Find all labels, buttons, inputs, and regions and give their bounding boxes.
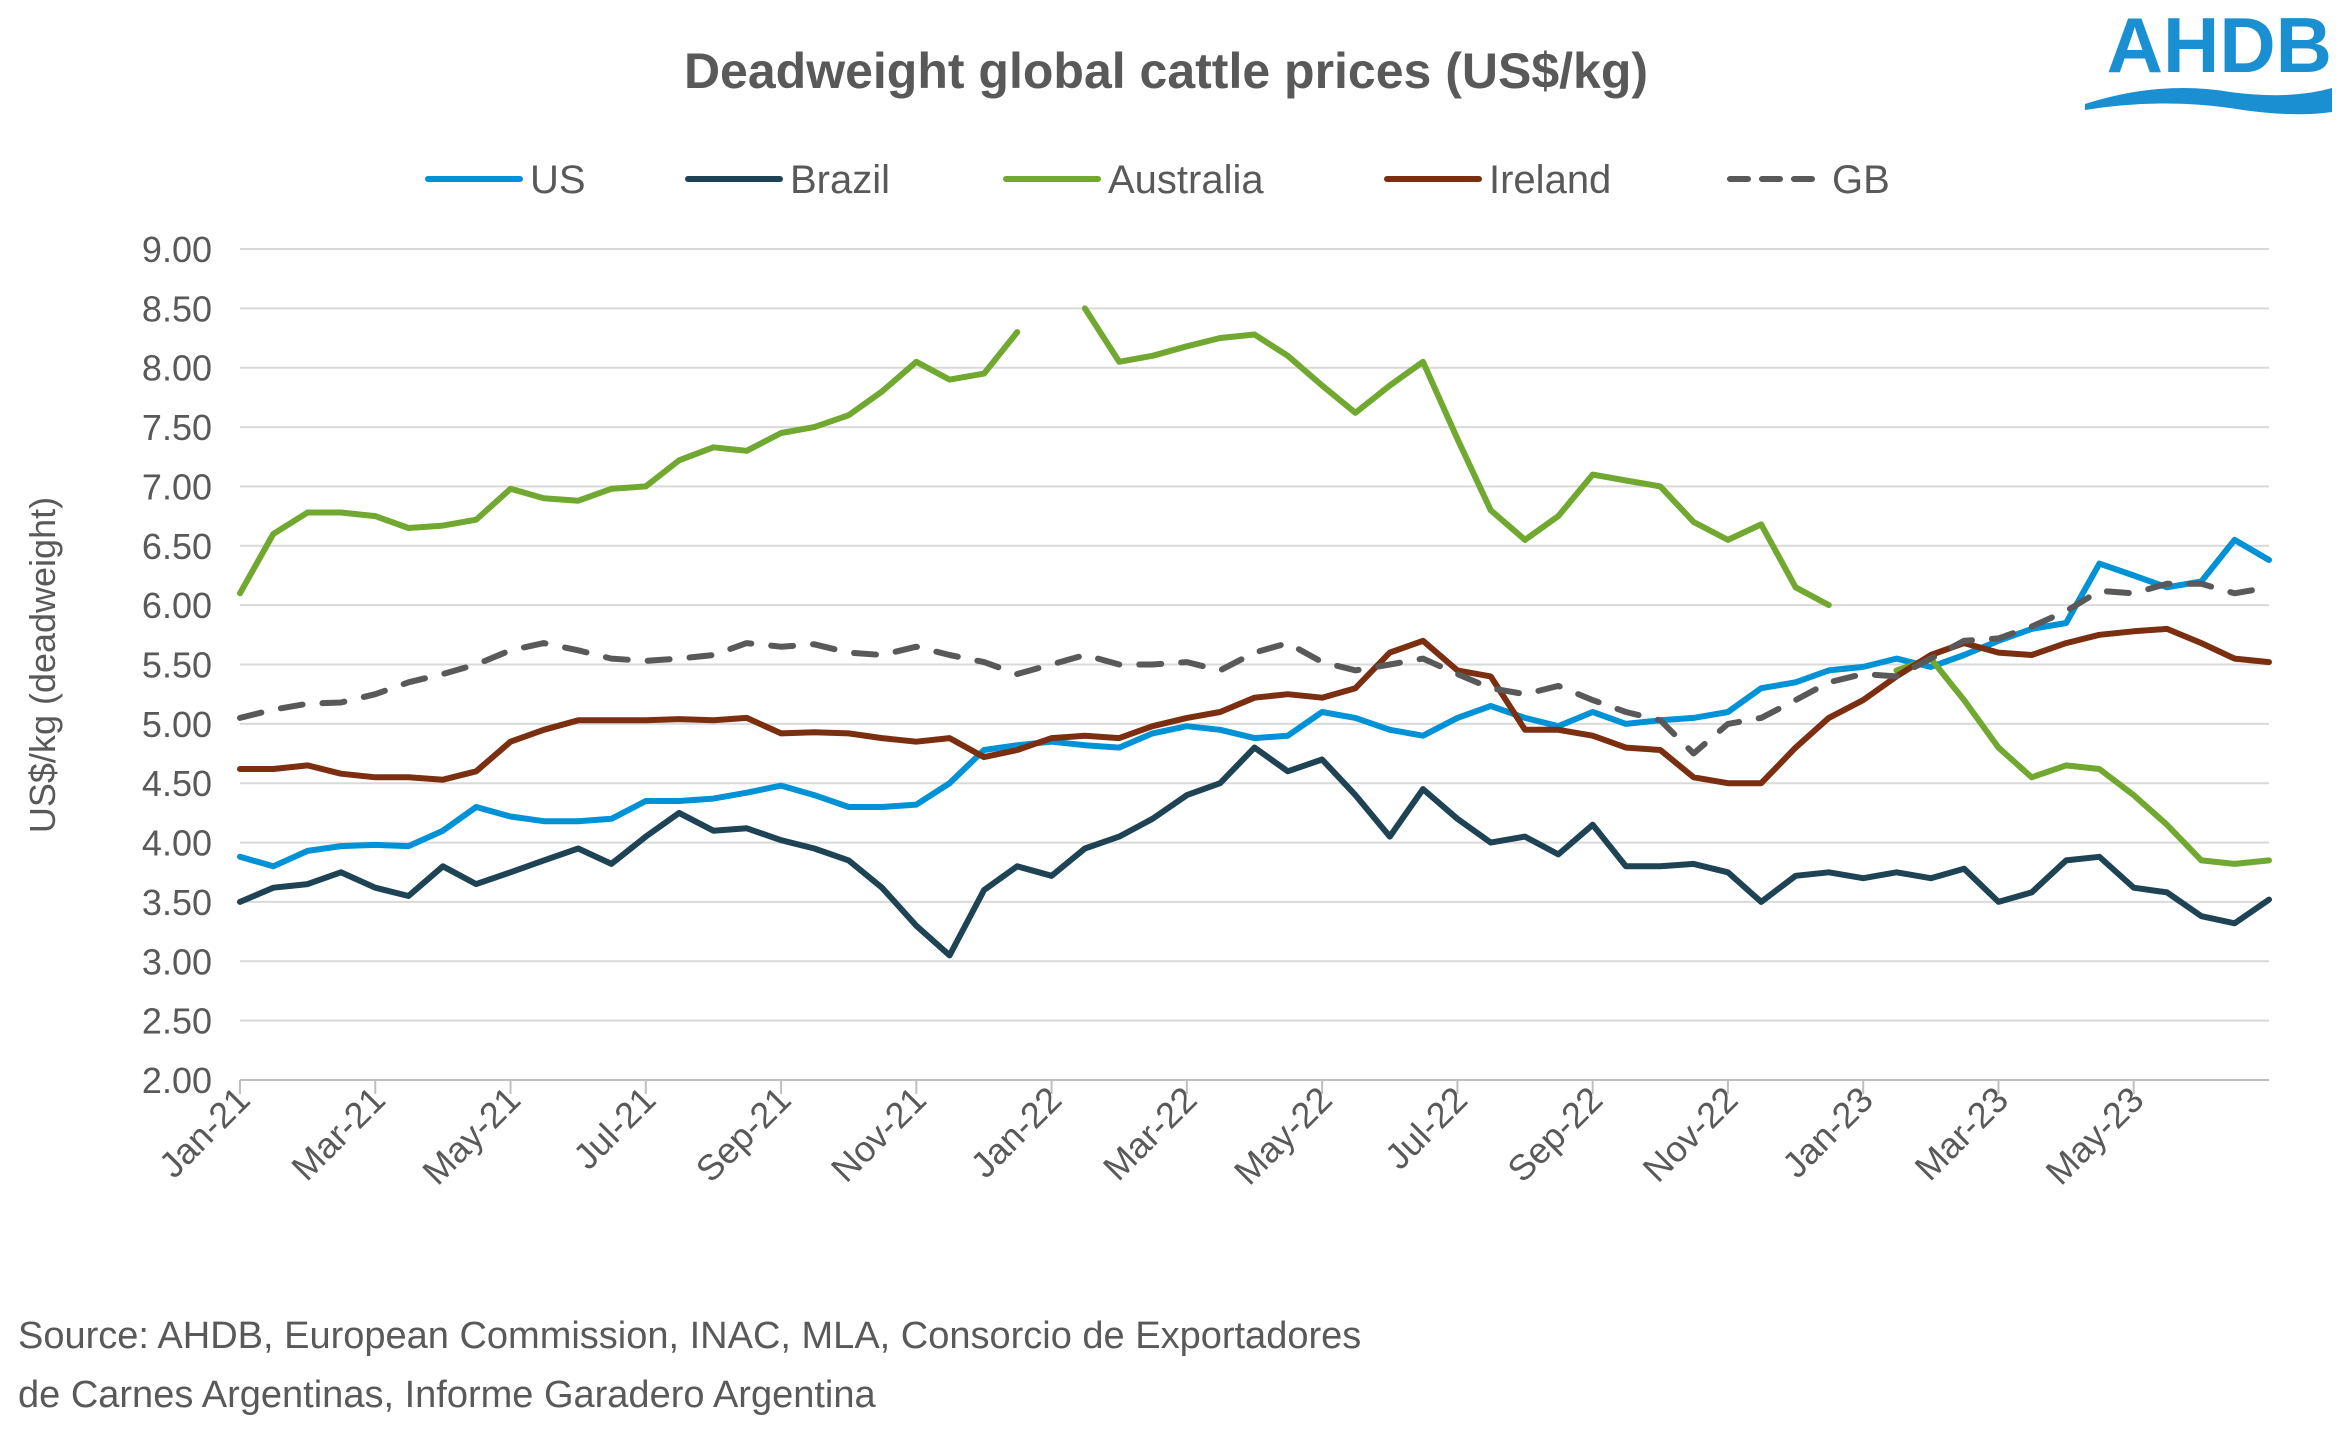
legend-item-ireland: Ireland bbox=[1384, 158, 1611, 202]
x-tick-label: Sep-22 bbox=[1499, 1079, 1610, 1190]
ahdb-logo: AHDB bbox=[2085, 1, 2332, 115]
legend-label: US bbox=[530, 158, 586, 202]
y-axis-label: US$/kg (deadweight) bbox=[22, 497, 63, 833]
series-line-brazil bbox=[237, 744, 2272, 959]
legend-label: GB bbox=[1832, 158, 1890, 202]
y-tick-label: 7.00 bbox=[142, 466, 212, 507]
legend-item-us: US bbox=[425, 158, 586, 202]
y-tick-label: 2.50 bbox=[142, 1001, 212, 1042]
y-tick-label: 8.00 bbox=[142, 348, 212, 389]
x-tick-label: May-23 bbox=[2038, 1079, 2152, 1193]
x-tick-label: Mar-23 bbox=[1906, 1079, 2016, 1189]
legend-item-brazil: Brazil bbox=[685, 158, 890, 202]
x-tick-label: Jan-23 bbox=[1774, 1079, 1881, 1186]
x-tick-label: Mar-21 bbox=[283, 1079, 393, 1189]
x-tick-label: May-21 bbox=[414, 1079, 528, 1193]
x-tick-label: Nov-21 bbox=[823, 1079, 934, 1190]
series-line-australia bbox=[237, 305, 2272, 867]
x-tick-label: May-22 bbox=[1226, 1079, 1340, 1193]
y-tick-label: 3.50 bbox=[142, 882, 212, 923]
legend-item-australia: Australia bbox=[1003, 158, 1264, 202]
logo-text: AHDB bbox=[2107, 1, 2332, 89]
legend-label: Australia bbox=[1108, 158, 1264, 202]
legend-item-gb: GB bbox=[1727, 158, 1890, 202]
y-tick-label: 3.00 bbox=[142, 941, 212, 982]
logo-wave-icon bbox=[2085, 88, 2332, 115]
legend-label: Ireland bbox=[1489, 158, 1611, 202]
y-tick-label: 7.50 bbox=[142, 407, 212, 448]
series-line-us bbox=[237, 536, 2272, 870]
source-line-1: Source: AHDB, European Commission, INAC,… bbox=[18, 1315, 1361, 1357]
gridlines bbox=[240, 248, 2269, 1022]
y-tick-label: 2.00 bbox=[142, 1060, 212, 1101]
x-tick-label: Sep-21 bbox=[688, 1079, 799, 1190]
y-tick-label: 4.50 bbox=[142, 763, 212, 804]
y-tick-label: 9.00 bbox=[142, 229, 212, 270]
y-tick-label: 5.00 bbox=[142, 704, 212, 745]
x-tick-label: Jul-21 bbox=[565, 1079, 663, 1177]
y-tick-label: 8.50 bbox=[142, 288, 212, 329]
x-tick-label: Mar-22 bbox=[1095, 1079, 1205, 1189]
x-tick-label: Jul-22 bbox=[1377, 1079, 1475, 1177]
legend-label: Brazil bbox=[790, 158, 890, 202]
y-tick-label: 6.00 bbox=[142, 585, 212, 626]
series-line-ireland bbox=[237, 625, 2272, 787]
y-tick-label: 6.50 bbox=[142, 526, 212, 567]
source-line-2: de Carnes Argentinas, Informe Garadero A… bbox=[18, 1374, 876, 1416]
y-axis-ticks: 2.00 2.50 3.00 3.50 4.00 4.50 5.00 5.50 6.00 6.50… bbox=[142, 229, 212, 1101]
series-line-gb bbox=[237, 580, 2272, 757]
series-lines bbox=[237, 305, 2272, 959]
y-tick-label: 4.00 bbox=[142, 823, 212, 864]
chart-title: Deadweight global cattle prices (US$/kg) bbox=[684, 43, 1648, 99]
x-axis-ticks: Jan-21 Mar-21 May-21 Jul-21 Sep-21 Nov-21 Jan-… bbox=[151, 1079, 2152, 1193]
x-tick-label: Jan-22 bbox=[962, 1079, 1069, 1186]
x-tick-label: Nov-22 bbox=[1635, 1079, 1746, 1190]
y-tick-label: 5.50 bbox=[142, 645, 212, 686]
legend: US Brazil Australia Ireland GB bbox=[425, 158, 1890, 202]
